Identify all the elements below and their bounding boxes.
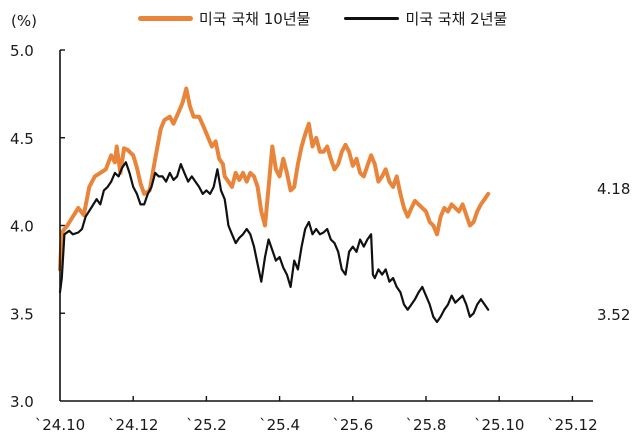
y-axis-unit-label: (%) xyxy=(11,12,37,30)
y-tick-label: 4.5 xyxy=(10,130,34,148)
y-tick-label: 5.0 xyxy=(10,42,34,60)
legend-swatch-2y xyxy=(344,17,400,20)
legend-label-2y: 미국 국채 2년물 xyxy=(405,10,508,28)
x-tick-label: `25.8 xyxy=(406,416,447,434)
end-value-label-10y: 4.18 xyxy=(597,180,631,198)
legend-label-10y: 미국 국채 10년물 xyxy=(199,10,311,28)
x-tick-label: `25.10 xyxy=(474,416,524,434)
x-tick-label: `25.4 xyxy=(259,416,300,434)
x-tick-label: `24.12 xyxy=(108,416,158,434)
legend-item-2y: 미국 국채 2년물 xyxy=(344,8,507,29)
legend: 미국 국채 10년물 미국 국채 2년물 xyxy=(138,8,507,29)
line-series-10y xyxy=(58,86,491,272)
line-series-2y xyxy=(58,161,490,324)
end-value-label-2y: 3.52 xyxy=(597,306,631,324)
legend-swatch-10y xyxy=(138,16,193,21)
x-tick-label: `25.2 xyxy=(186,416,227,434)
x-tick-label: `25.12 xyxy=(547,416,597,434)
legend-item-10y: 미국 국채 10년물 xyxy=(138,8,310,29)
x-tick-label: `24.10 xyxy=(35,416,85,434)
y-tick-label: 3.5 xyxy=(10,305,34,323)
y-tick-label: 4.0 xyxy=(10,218,34,236)
x-axis: `24.10 `24.12 `25.2 `25.4 `25.6 `25.8 `25.10 `2… xyxy=(35,396,598,434)
x-tick-label: `25.6 xyxy=(332,416,373,434)
y-axis: 5.0 4.5 4.0 3.5 3.0 xyxy=(10,42,65,411)
y-tick-label: 3.0 xyxy=(10,393,34,411)
